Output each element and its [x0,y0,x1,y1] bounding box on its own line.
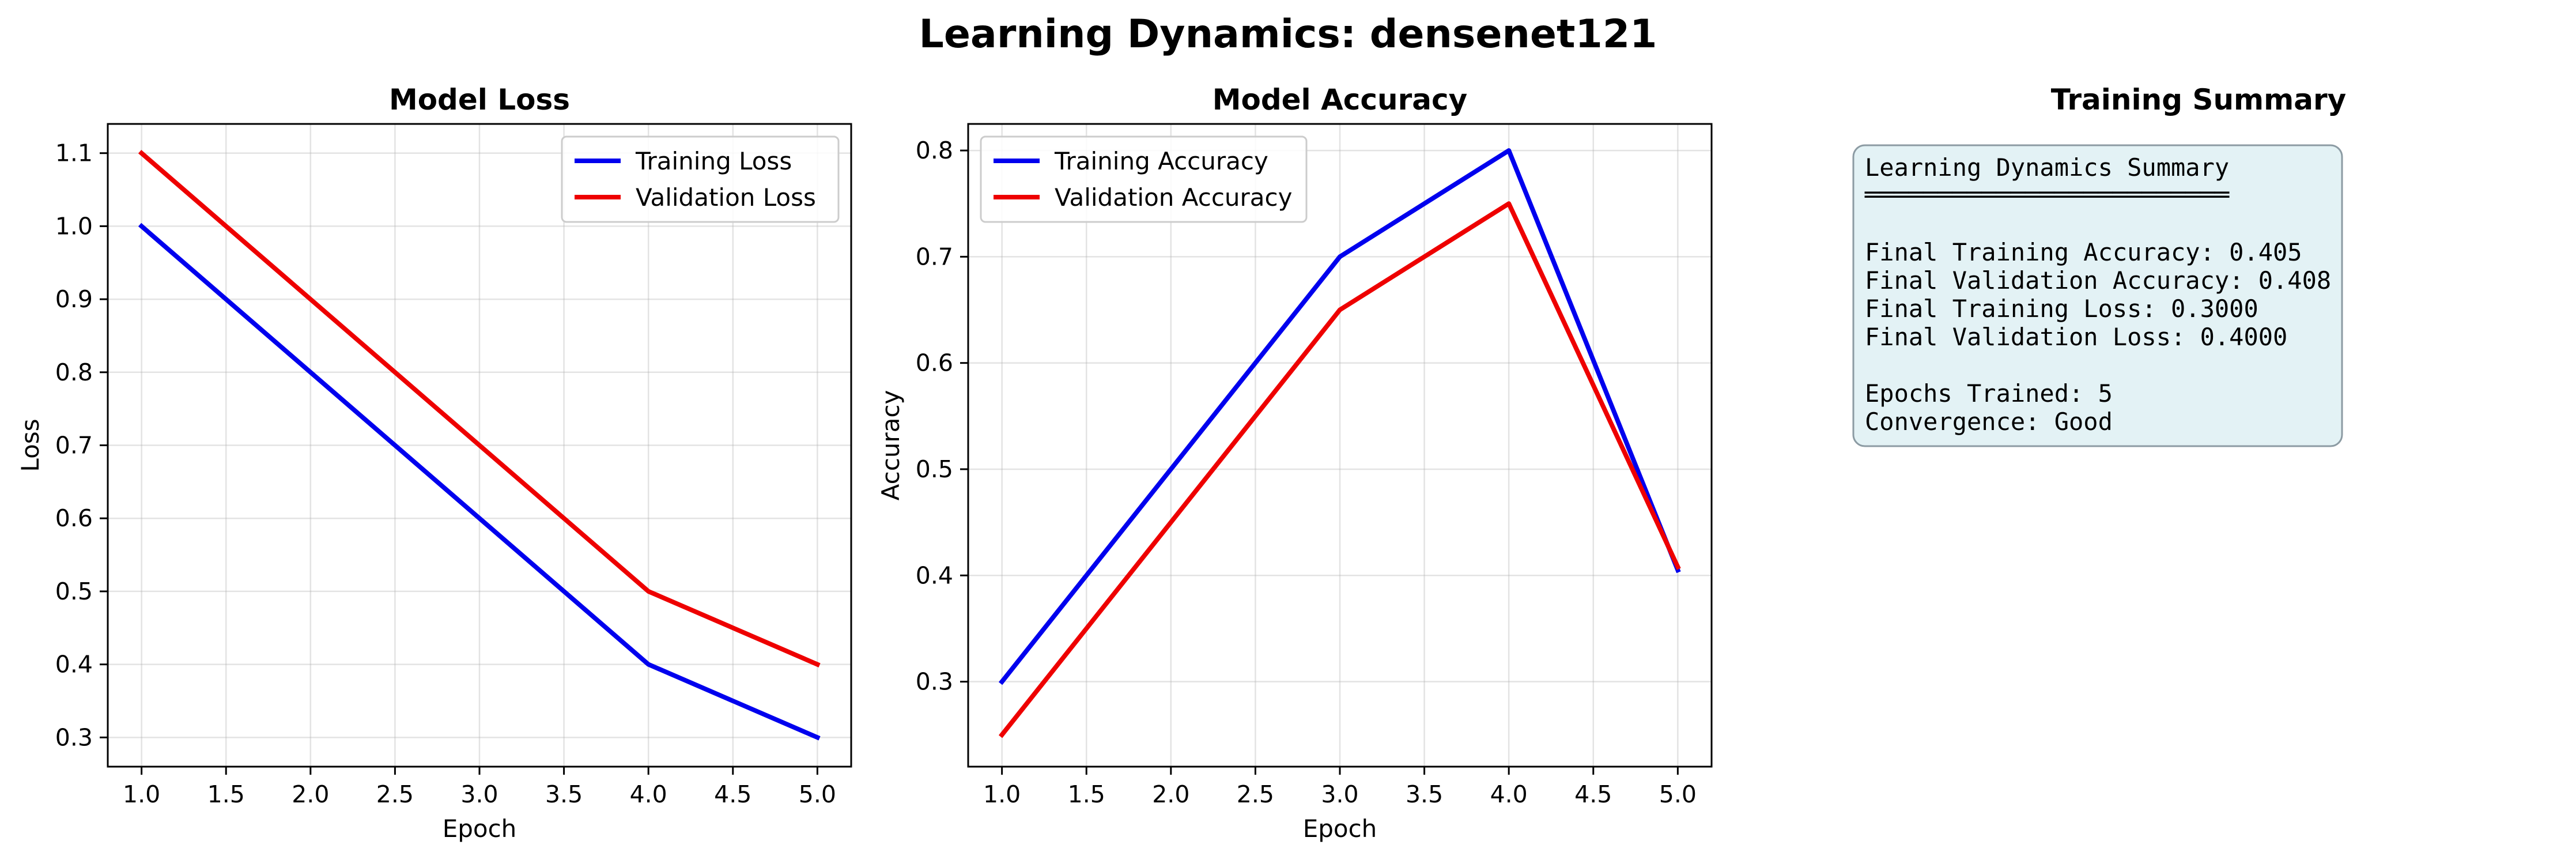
chart-0-y-axis-label: Loss [16,418,44,472]
chart-1-y-tick-label: 0.5 [916,455,953,483]
chart-0-x-tick-label: 1.5 [207,780,245,808]
chart-1-y-tick-label: 0.4 [916,561,953,589]
chart-0-y-tick-label: 0.8 [55,359,93,386]
chart-1-x-tick-label: 2.5 [1237,780,1274,808]
chart-1-series-line-0 [998,148,1681,685]
summary-line-0: Final Training Accuracy: 0.405 [1865,238,2302,266]
chart-0-y-tick-label: 0.5 [55,578,93,605]
chart-1-y-tick-label: 0.6 [916,349,953,377]
chart-0-title: Model Loss [389,83,570,116]
chart-0-x-tick-label: 2.5 [376,780,414,808]
chart-0-y-tick-label: 1.0 [55,212,93,240]
chart-0-y-tick-label: 0.7 [55,432,93,459]
chart-0-y-tick-label: 0.3 [55,723,93,751]
chart-0-y-tick-label: 0.6 [55,504,93,532]
summary-panel: Training Summary Learning Dynamics Summa… [1852,83,2346,447]
chart-0-x-tick-label: 4.0 [630,780,667,808]
chart-1-legend-box [980,135,1308,223]
summary-line-5: Epochs Trained: 5 [1865,379,2113,408]
chart-0-y-tick-label: 1.1 [55,139,93,167]
chart-1-title: Model Accuracy [1213,83,1468,116]
chart-0-x-tick-label: 4.5 [714,780,751,808]
chart-1-x-tick-label: 5.0 [1659,780,1697,808]
accuracy-chart: 1.0 1.5 2.0 2.5 3.0 3.5 4.0 4.5 5.0 0.3 0.4 0.5 0.6 0… [877,83,1713,843]
chart-0-legend-box [561,135,840,223]
chart-0-legend-label-1: Validation Loss [636,183,816,212]
chart-0-legend-label-0: Training Loss [635,147,792,175]
chart-0-x-tick-label: 3.5 [545,780,583,808]
chart-1-x-tick-label: 2.0 [1152,780,1189,808]
figure-title: Learning Dynamics: densenet121 [919,12,1657,57]
chart-1-y-tick-label: 0.8 [916,137,953,164]
summary-line-6: Convergence: Good [1865,408,2113,436]
chart-1-x-tick-label: 4.0 [1490,780,1528,808]
chart-0-series-line-1 [138,150,821,668]
chart-1-x-tick-label: 1.0 [983,780,1021,808]
chart-0-y-tick-label: 0.9 [55,285,93,313]
chart-1-y-tick-label: 0.3 [916,668,953,696]
chart-1-legend-label-0: Training Accuracy [1054,147,1268,175]
chart-1-x-tick-label: 1.5 [1068,780,1105,808]
chart-0-x-axis-label: Epoch [443,814,517,843]
chart-1-y-tick-label: 0.7 [916,243,953,270]
chart-1-x-tick-label: 3.5 [1406,780,1443,808]
chart-1-series-line-1 [998,201,1681,738]
summary-title: Training Summary [2051,83,2346,116]
summary-underline: ═════════════════════════ [1864,180,2230,209]
chart-0-series-line-0 [138,223,821,741]
chart-1-y-axis-label: Accuracy [877,390,905,501]
chart-0-x-tick-label: 3.0 [460,780,498,808]
chart-0-x-tick-label: 2.0 [292,780,329,808]
loss-chart: 1.0 1.5 2.0 2.5 3.0 3.5 4.0 4.5 5.0 0.3 0.4 0.5 0.6 0… [16,83,852,843]
summary-box [1852,144,2343,447]
summary-line-3: Final Validation Loss: 0.4000 [1865,323,2287,351]
summary-line-1: Final Validation Accuracy: 0.408 [1865,266,2331,295]
chart-1-legend-label-1: Validation Accuracy [1055,183,1293,212]
chart-0-y-tick-label: 0.4 [55,651,93,678]
chart-0-x-tick-label: 5.0 [799,780,836,808]
summary-heading: Learning Dynamics Summary [1865,153,2229,182]
chart-1-x-tick-label: 3.0 [1321,780,1358,808]
chart-1-x-axis-label: Epoch [1303,814,1377,843]
summary-line-2: Final Training Loss: 0.3000 [1865,295,2258,323]
chart-0-x-tick-label: 1.0 [123,780,160,808]
chart-1-x-tick-label: 4.5 [1574,780,1612,808]
